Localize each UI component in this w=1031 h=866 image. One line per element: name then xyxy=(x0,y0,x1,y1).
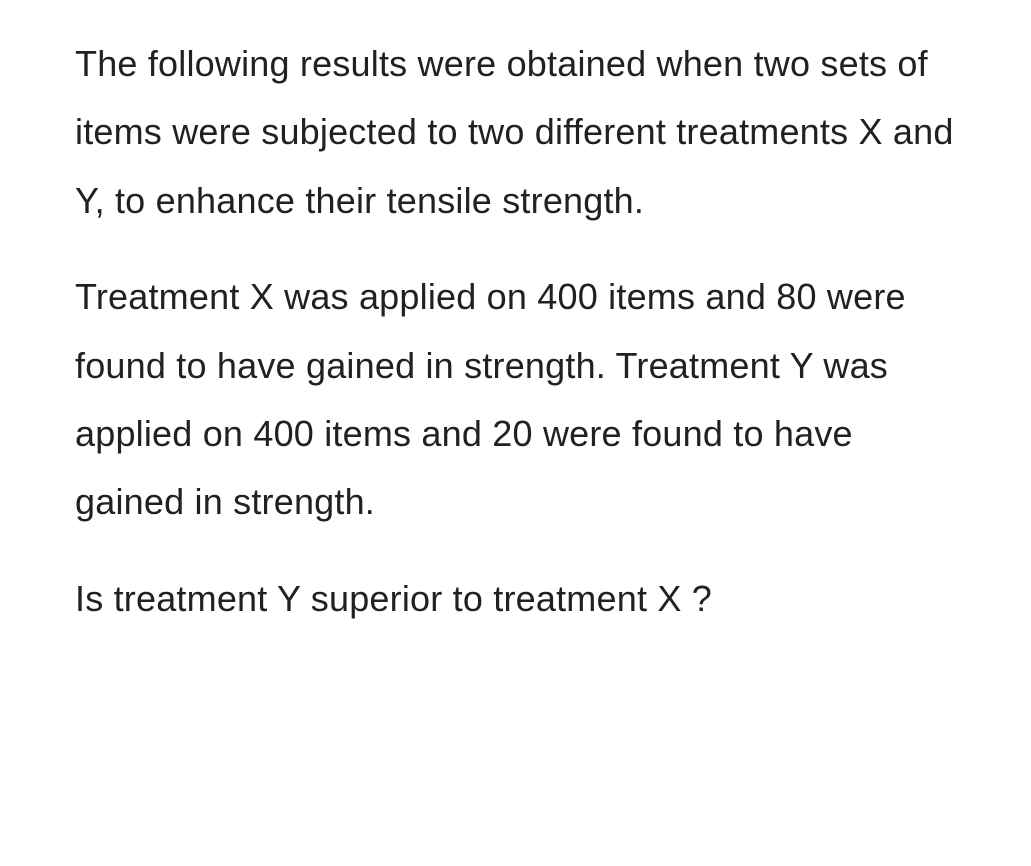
question-paragraph: Is treatment Y superior to treatment X ? xyxy=(75,565,956,633)
treatments-paragraph: Treatment X was applied on 400 items and… xyxy=(75,263,956,537)
intro-paragraph: The following results were obtained when… xyxy=(75,30,956,235)
